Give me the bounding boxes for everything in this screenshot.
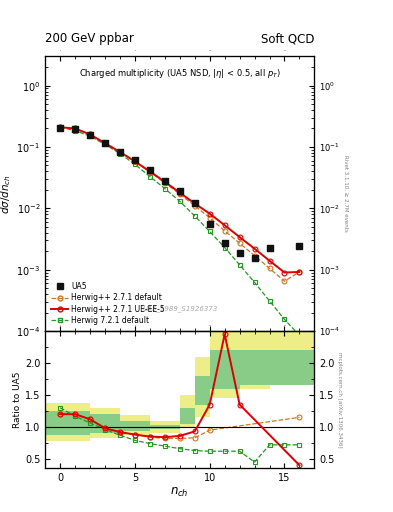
Text: Charged multiplicity (UA5 NSD, $|\eta|$ < 0.5, all $p_T$): Charged multiplicity (UA5 NSD, $|\eta|$ … xyxy=(79,67,281,80)
Y-axis label: mcplots.cern.ch [arXiv:1306.3436]: mcplots.cern.ch [arXiv:1306.3436] xyxy=(338,352,342,447)
Point xyxy=(192,199,198,207)
Point xyxy=(102,139,108,147)
Point xyxy=(252,254,258,262)
Y-axis label: Ratio to UA5: Ratio to UA5 xyxy=(13,372,22,428)
Point xyxy=(207,220,213,228)
Point xyxy=(296,242,303,250)
Point xyxy=(266,243,273,251)
Point xyxy=(72,125,78,133)
Y-axis label: Rivet 3.1.10, ≥ 2.7M events: Rivet 3.1.10, ≥ 2.7M events xyxy=(343,155,348,232)
Text: 200 GeV ppbar: 200 GeV ppbar xyxy=(45,32,134,45)
Point xyxy=(87,131,93,139)
Point xyxy=(117,148,123,156)
X-axis label: $n_{ch}$: $n_{ch}$ xyxy=(171,486,189,499)
Point xyxy=(222,239,228,247)
Point xyxy=(177,187,183,196)
Y-axis label: $d\sigma/dn_{ch}$: $d\sigma/dn_{ch}$ xyxy=(0,174,13,214)
Point xyxy=(237,248,243,257)
Point xyxy=(132,156,138,164)
Legend: UA5, Herwig++ 2.7.1 default, Herwig++ 2.7.1 UE-EE-5, Herwig 7.2.1 default: UA5, Herwig++ 2.7.1 default, Herwig++ 2.… xyxy=(49,280,167,327)
Point xyxy=(162,177,168,185)
Text: Soft QCD: Soft QCD xyxy=(261,32,314,45)
Point xyxy=(147,166,153,174)
Point xyxy=(57,124,63,132)
Text: UA5_1989_S1926373: UA5_1989_S1926373 xyxy=(142,305,217,312)
